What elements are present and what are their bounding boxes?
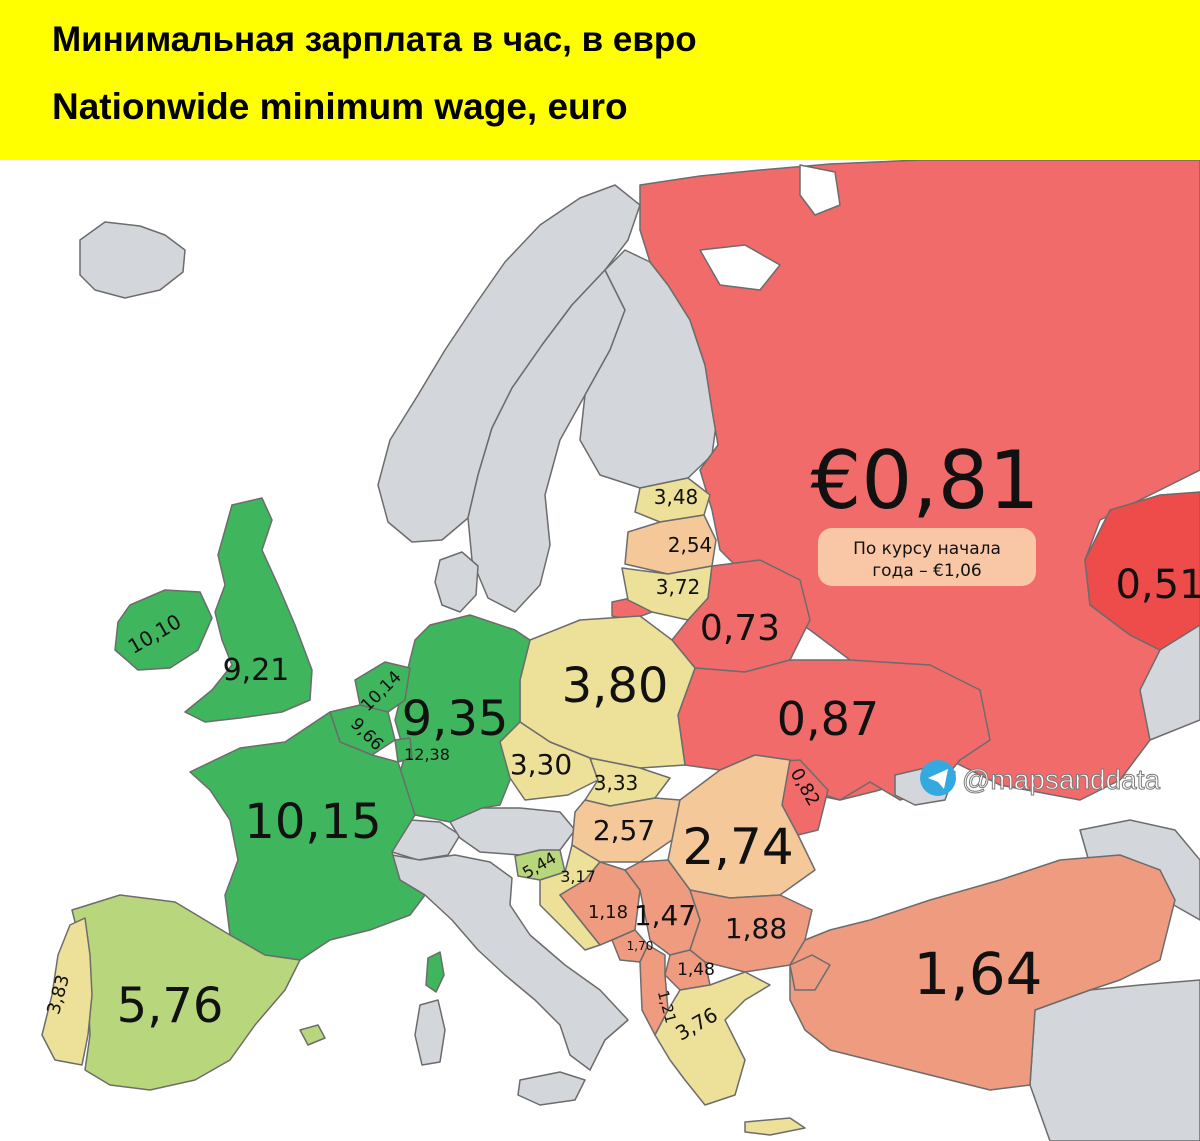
corsica-shape	[425, 951, 445, 993]
label-croatia: 3,17	[560, 867, 596, 886]
label-russia: €0,81	[810, 434, 1039, 527]
russia-note-line2: года – €1,06	[872, 561, 981, 581]
label-spain: 5,76	[117, 978, 224, 1034]
russia-note-box	[818, 528, 1036, 586]
title-russian: Минимальная зарплата в час, в евро	[52, 20, 697, 59]
kazakhstan-shape	[1084, 491, 1200, 651]
turkey-shape	[789, 854, 1176, 1091]
denmark-shape	[434, 551, 479, 613]
kola-bay-notch	[699, 244, 781, 291]
label-bulgaria: 1,88	[725, 912, 787, 945]
watermark-handle: @mapsanddata	[962, 764, 1161, 795]
label-latvia: 2,54	[668, 533, 713, 557]
turkey-thrace-shape	[789, 954, 831, 991]
label-romania: 2,74	[682, 818, 793, 876]
label-luxembourg: 12,38	[404, 745, 450, 764]
label-ukraine: 0,87	[777, 692, 879, 746]
albania-shape	[639, 944, 669, 1036]
europe-map: €0,81 По курсу начала года – €1,06 0,51 …	[0, 160, 1200, 1141]
label-poland: 3,80	[562, 658, 669, 714]
ireland-shape	[114, 589, 213, 671]
france-shape	[189, 711, 426, 961]
label-hungary: 2,57	[593, 814, 655, 847]
iceland-shape	[79, 221, 186, 299]
label-turkey: 1,64	[913, 940, 1042, 1008]
title-english: Nationwide minimum wage, euro	[52, 86, 628, 127]
greece-shape	[654, 971, 771, 1106]
austria-shape	[449, 807, 576, 856]
label-lithuania: 3,72	[656, 575, 701, 599]
map-canvas: €0,81 По курсу начала года – €1,06 0,51 …	[0, 160, 1200, 1141]
italy-shape	[391, 854, 629, 1071]
middle-east-shape	[1029, 979, 1200, 1141]
label-germany: 9,35	[402, 691, 509, 747]
portugal-shape	[41, 917, 93, 1066]
label-north-macedonia: 1,48	[677, 960, 715, 980]
crete-shape	[744, 1117, 806, 1136]
sicily-shape	[517, 1071, 586, 1106]
novaya-notch	[799, 164, 841, 216]
label-montenegro: 1,70	[627, 939, 654, 953]
label-slovakia: 3,33	[594, 771, 639, 795]
label-kazakhstan: 0,51	[1115, 562, 1200, 608]
sardinia-shape	[414, 999, 446, 1066]
label-bosnia: 1,18	[588, 902, 628, 923]
label-estonia: 3,48	[654, 485, 699, 509]
label-serbia: 1,47	[634, 899, 696, 932]
label-france: 10,15	[244, 794, 381, 850]
luxembourg-shape	[394, 737, 413, 763]
russia-note-line1: По курсу начала	[853, 539, 1001, 559]
watermark: @mapsanddata	[920, 760, 1161, 796]
label-belarus: 0,73	[700, 608, 780, 649]
header-banner: Минимальная зарплата в час, в евро Natio…	[0, 0, 1200, 160]
germany-shape	[394, 614, 531, 823]
balearic-shape	[299, 1024, 326, 1046]
latvia-shape	[624, 514, 717, 575]
label-uk: 9,21	[223, 653, 290, 688]
uk-shape	[184, 497, 313, 723]
label-czechia: 3,30	[510, 748, 572, 781]
telegram-plane	[928, 769, 948, 789]
